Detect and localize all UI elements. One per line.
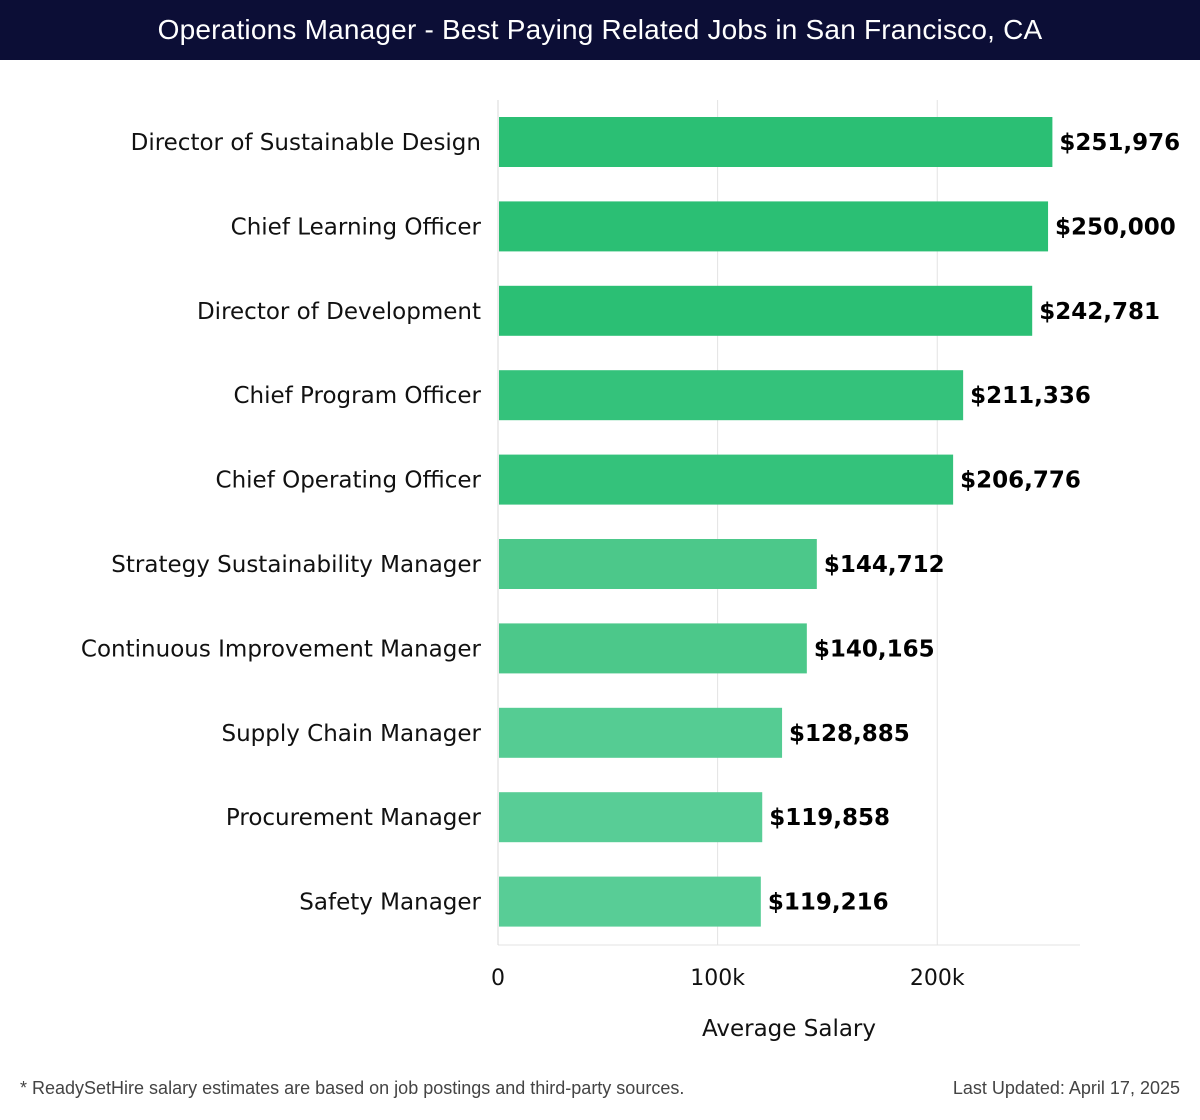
category-label: Chief Program Officer (233, 383, 481, 409)
value-label: $128,885 (789, 721, 910, 747)
category-label: Director of Development (197, 299, 481, 325)
value-label: $144,712 (824, 552, 945, 578)
bars (499, 117, 1053, 927)
last-updated: Last Updated: April 17, 2025 (952, 1078, 1180, 1098)
value-label: $206,776 (960, 468, 1081, 494)
bar (499, 539, 817, 589)
value-label: $119,858 (769, 805, 890, 831)
x-tick-label: 0 (491, 966, 505, 991)
category-label: Supply Chain Manager (221, 721, 481, 747)
bar (499, 117, 1053, 167)
bar (499, 285, 1033, 336)
bar-chart: Director of Sustainable Design Chief Lear… (81, 100, 1180, 1042)
value-label: $251,976 (1059, 130, 1180, 156)
footnote: * ReadySetHire salary estimates are base… (20, 1078, 685, 1098)
category-label: Chief Learning Officer (231, 214, 482, 240)
category-label: Strategy Sustainability Manager (111, 552, 481, 578)
category-label: Procurement Manager (226, 805, 482, 831)
bar (499, 876, 761, 927)
value-label: $242,781 (1039, 299, 1160, 325)
bar (499, 454, 954, 505)
bar (499, 370, 964, 421)
chart-title: Operations Manager - Best Paying Related… (0, 0, 1200, 60)
category-label: Continuous Improvement Manager (81, 636, 482, 662)
value-labels: $251,976 $250,000 $242,781 $211,336 $206,776… (768, 130, 1180, 916)
x-tick-label: 100k (690, 966, 745, 991)
bar (499, 792, 763, 843)
category-labels: Director of Sustainable Design Chief Lear… (81, 130, 482, 916)
value-label: $119,216 (768, 890, 889, 916)
value-label: $211,336 (970, 383, 1091, 409)
category-label: Director of Sustainable Design (131, 130, 481, 156)
bar (499, 707, 783, 758)
value-label: $140,165 (814, 636, 935, 662)
bar (499, 623, 807, 674)
category-label: Safety Manager (299, 890, 481, 916)
x-tick-label: 200k (910, 966, 965, 991)
category-label: Chief Operating Officer (216, 468, 482, 494)
x-axis: 0 100k 200k Average Salary (491, 100, 1080, 1042)
x-axis-title: Average Salary (702, 1016, 876, 1042)
bar (499, 201, 1049, 252)
value-label: $250,000 (1055, 214, 1176, 240)
